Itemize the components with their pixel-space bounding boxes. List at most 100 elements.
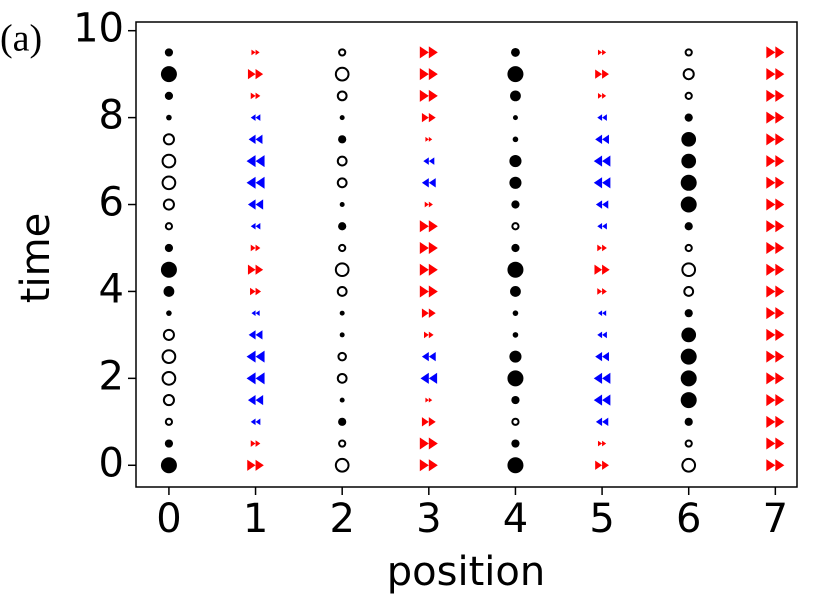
right-arrow bbox=[597, 288, 607, 295]
right-arrow bbox=[766, 198, 785, 211]
right-arrow bbox=[419, 46, 438, 59]
right-arrow bbox=[766, 285, 785, 298]
filled-circle bbox=[339, 202, 345, 207]
right-arrow bbox=[250, 287, 262, 296]
filled-circle bbox=[510, 286, 521, 297]
open-circle bbox=[162, 328, 175, 341]
right-arrow bbox=[419, 437, 438, 450]
left-arrow bbox=[421, 351, 436, 362]
y-tick-label: 4 bbox=[99, 266, 124, 312]
x-tick-label: 5 bbox=[589, 496, 614, 542]
open-circle bbox=[161, 153, 177, 169]
filled-circle bbox=[680, 392, 697, 409]
right-arrow bbox=[766, 415, 785, 428]
filled-circle bbox=[680, 196, 697, 213]
open-circle bbox=[511, 417, 520, 426]
right-arrow bbox=[766, 220, 785, 233]
open-circle bbox=[336, 286, 348, 297]
open-circle bbox=[684, 48, 693, 57]
right-arrow bbox=[424, 331, 434, 339]
left-arrow bbox=[247, 394, 264, 406]
filled-circle bbox=[511, 200, 520, 209]
right-arrow bbox=[425, 397, 433, 403]
left-arrow bbox=[247, 199, 264, 210]
right-arrow bbox=[421, 112, 436, 123]
filled-circle bbox=[512, 332, 519, 338]
right-arrow bbox=[421, 417, 436, 427]
x-tick-label: 7 bbox=[763, 496, 788, 542]
open-circle bbox=[162, 394, 175, 407]
right-arrow bbox=[251, 49, 260, 56]
x-tick-label: 0 bbox=[156, 496, 181, 542]
right-arrow bbox=[766, 241, 785, 254]
filled-circle bbox=[507, 261, 524, 278]
right-arrow bbox=[425, 136, 433, 142]
open-circle bbox=[164, 417, 174, 426]
open-circle bbox=[511, 222, 520, 231]
open-circle bbox=[684, 91, 693, 100]
left-arrow bbox=[595, 200, 609, 209]
right-arrow bbox=[419, 263, 438, 276]
open-circle bbox=[162, 133, 175, 146]
right-arrow bbox=[595, 69, 609, 79]
right-arrow bbox=[419, 89, 438, 102]
right-arrow bbox=[766, 372, 785, 385]
panel-label: (a) bbox=[0, 18, 42, 60]
filled-circle bbox=[338, 135, 347, 144]
open-circle bbox=[683, 286, 695, 297]
filled-circle bbox=[509, 176, 522, 189]
open-circle bbox=[338, 48, 347, 57]
left-arrow bbox=[250, 114, 261, 121]
right-arrow bbox=[766, 89, 785, 102]
right-arrow bbox=[247, 459, 264, 471]
y-tick-label: 6 bbox=[99, 180, 124, 226]
left-arrow bbox=[248, 134, 263, 144]
left-arrow bbox=[593, 177, 611, 189]
right-arrow bbox=[247, 264, 264, 275]
left-arrow bbox=[246, 350, 265, 363]
right-arrow bbox=[766, 133, 785, 146]
open-circle bbox=[681, 457, 697, 473]
open-circle bbox=[164, 222, 174, 231]
right-arrow bbox=[766, 437, 785, 450]
left-arrow bbox=[597, 331, 607, 339]
open-circle bbox=[682, 68, 695, 81]
right-arrow bbox=[247, 69, 264, 80]
left-arrow bbox=[251, 310, 260, 317]
right-arrow bbox=[595, 460, 609, 470]
open-circle bbox=[684, 243, 693, 253]
open-circle bbox=[161, 175, 177, 191]
right-arrow bbox=[766, 459, 785, 472]
left-arrow bbox=[423, 157, 435, 165]
filled-circle bbox=[160, 66, 177, 83]
x-tick-label: 2 bbox=[329, 496, 354, 542]
right-arrow bbox=[597, 244, 607, 252]
x-tick-label: 4 bbox=[503, 496, 528, 542]
right-arrow bbox=[766, 68, 785, 81]
right-arrow bbox=[597, 440, 607, 447]
left-arrow bbox=[421, 178, 436, 188]
filled-circle bbox=[684, 222, 693, 231]
filled-circle bbox=[509, 155, 522, 168]
filled-circle bbox=[681, 153, 697, 169]
open-circle bbox=[162, 198, 175, 211]
filled-circle bbox=[164, 48, 174, 57]
filled-circle bbox=[512, 115, 518, 121]
left-arrow bbox=[595, 134, 609, 144]
open-circle bbox=[338, 439, 347, 448]
y-axis-label: time bbox=[13, 213, 59, 303]
right-arrow bbox=[419, 220, 438, 233]
right-arrow bbox=[419, 241, 438, 254]
right-arrow bbox=[766, 46, 785, 59]
right-arrow bbox=[766, 307, 785, 320]
plot-frame bbox=[135, 21, 798, 488]
filled-circle bbox=[160, 457, 177, 474]
right-arrow bbox=[419, 459, 438, 472]
filled-circle bbox=[684, 113, 693, 122]
y-tick-label: 0 bbox=[99, 440, 124, 486]
open-circle bbox=[161, 371, 177, 386]
right-arrow bbox=[424, 201, 433, 208]
right-arrow bbox=[766, 394, 785, 407]
left-arrow bbox=[246, 372, 265, 385]
